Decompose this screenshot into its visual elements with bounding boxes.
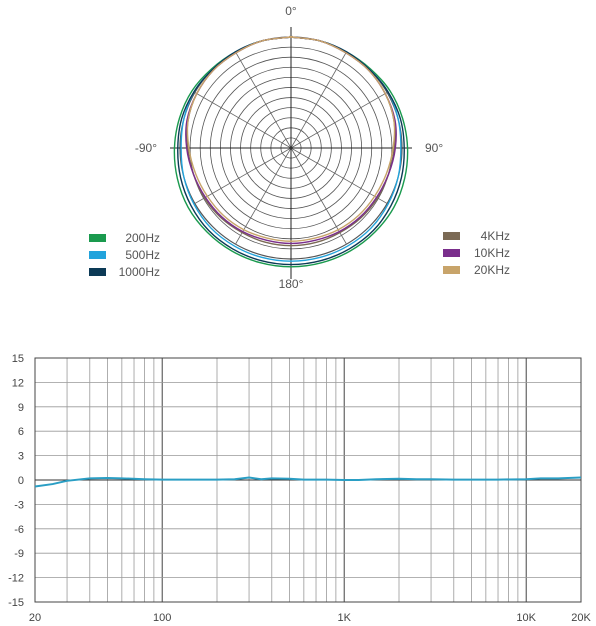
legend-label: 20KHz — [474, 263, 510, 277]
polar-spoke — [235, 51, 292, 149]
x-tick-label: 1K — [337, 612, 351, 624]
y-tick-label: -12 — [8, 573, 24, 585]
legend-label: 10KHz — [474, 246, 510, 260]
angle-label-90: 90° — [425, 141, 443, 155]
legend-swatch — [89, 251, 106, 259]
polar-series-200hz — [173, 35, 409, 268]
legend-swatch — [443, 266, 460, 274]
legend-swatch — [443, 249, 460, 257]
legend-swatch — [443, 232, 460, 240]
y-tick-label: -15 — [8, 597, 24, 609]
y-tick-label: -6 — [14, 524, 24, 536]
frequency-response-chart: 15 12 9 6 3 0 -3 -6 -9 -12 -15 20 100 1K 10K 20K — [8, 353, 591, 624]
legend-swatch — [89, 234, 106, 242]
y-tick-label: 0 — [18, 475, 24, 487]
polar-series-20khz — [186, 35, 396, 242]
x-tick-label: 100 — [153, 612, 171, 624]
y-tick-label: 6 — [18, 426, 24, 438]
y-tick-label: 3 — [18, 451, 24, 463]
angle-label-0: 0° — [285, 4, 297, 18]
y-tick-label: 9 — [18, 402, 24, 414]
x-tick-label: 20K — [571, 612, 591, 624]
polar-chart — [170, 27, 412, 279]
angle-label-180: 180° — [279, 277, 304, 291]
polar-spoke — [235, 147, 292, 245]
y-tick-label: 12 — [12, 377, 24, 389]
polar-spoke — [290, 92, 388, 149]
y-tick-label: -9 — [14, 548, 24, 560]
polar-legend-left: 200Hz 500Hz 1000Hz — [89, 231, 160, 279]
frequency-response-line — [34, 476, 582, 488]
legend-swatch — [89, 268, 106, 276]
polar-spoke — [194, 92, 292, 149]
polar-series-1000hz — [177, 35, 405, 266]
legend-label: 500Hz — [125, 248, 160, 262]
polar-spoke — [290, 147, 388, 204]
x-tick-label: 20 — [29, 612, 41, 624]
y-tick-label: 15 — [12, 353, 24, 365]
polar-spoke — [194, 147, 292, 204]
legend-label: 1000Hz — [119, 265, 160, 279]
polar-spoke — [290, 51, 347, 149]
polar-legend-right: 4KHz 10KHz 20KHz — [443, 229, 510, 277]
polar-spoke — [290, 147, 347, 245]
angle-label-minus-90: -90° — [135, 141, 157, 155]
y-tick-label: -3 — [14, 499, 24, 511]
plot-frame — [34, 357, 582, 603]
legend-label: 200Hz — [125, 231, 160, 245]
x-tick-label: 10K — [516, 612, 536, 624]
legend-label: 4KHz — [481, 229, 510, 243]
